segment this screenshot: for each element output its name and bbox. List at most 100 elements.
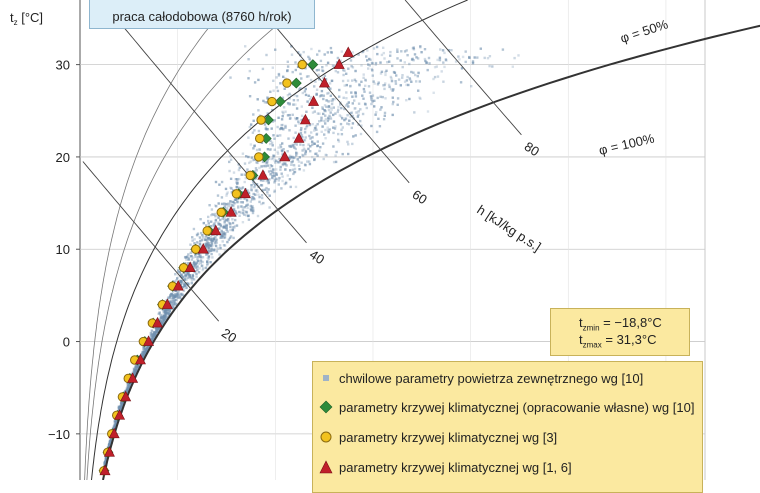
scatter-point	[345, 97, 348, 100]
diamond-marker	[274, 96, 286, 107]
scatter-point	[317, 73, 320, 76]
scatter-point	[340, 106, 343, 110]
scatter-point	[304, 164, 307, 167]
scatter-point	[389, 87, 393, 91]
scatter-point	[432, 77, 435, 81]
scatter-point	[304, 127, 307, 131]
scatter-point	[210, 252, 213, 256]
scatter-point	[275, 173, 278, 176]
scatter-point	[352, 135, 355, 138]
scatter-point	[412, 46, 415, 49]
scatter-point	[252, 147, 255, 150]
scatter-point	[126, 385, 130, 388]
enthalpy-axis-label: h [kJ/kg p.s.]	[474, 202, 543, 254]
scatter-point	[286, 102, 290, 105]
scatter-point	[163, 310, 166, 314]
scatter-point	[360, 64, 363, 67]
scatter-point	[168, 300, 171, 303]
scatter-point	[291, 156, 294, 159]
scatter-point	[187, 262, 190, 265]
scatter-point	[294, 147, 297, 151]
scatter-point	[266, 128, 269, 131]
scatter-point	[436, 75, 440, 78]
scatter-point	[156, 330, 160, 334]
scatter-point	[205, 224, 208, 227]
scatter-point	[194, 262, 197, 266]
scatter-point	[248, 95, 252, 98]
scatter-point	[201, 260, 204, 264]
scatter-point	[316, 144, 319, 148]
scatter-point	[461, 55, 465, 59]
scatter-point	[193, 242, 196, 245]
scatter-point	[419, 45, 422, 48]
scatter-point	[326, 61, 330, 64]
scatter-point	[196, 257, 199, 261]
scatter-point	[349, 85, 352, 88]
scatter-point	[276, 152, 280, 155]
scatter-point	[178, 271, 181, 274]
scatter-point	[340, 50, 343, 53]
scatter-point	[408, 62, 411, 66]
scatter-point	[444, 58, 448, 61]
scatter-point	[172, 295, 175, 298]
scatter-point	[166, 310, 169, 313]
scatter-point	[229, 154, 232, 158]
scatter-point	[269, 139, 272, 142]
tzmax-line: tzmax = 31,3°C	[579, 332, 656, 350]
scatter-point	[252, 192, 255, 196]
scatter-point	[351, 66, 355, 69]
scatter-point	[273, 190, 276, 194]
scatter-point	[197, 256, 200, 259]
scatter-point	[181, 285, 184, 289]
scatter-point	[233, 224, 237, 228]
scatter-point	[322, 112, 325, 116]
scatter-point	[169, 296, 172, 299]
scatter-point	[257, 129, 261, 133]
scatter-point	[133, 368, 136, 371]
scatter-point	[353, 99, 356, 102]
scatter-point	[150, 329, 154, 332]
scatter-point	[310, 47, 313, 51]
scatter-point	[225, 194, 228, 197]
info-box: praca całodobowa (8760 h/rok)	[89, 0, 315, 29]
scatter-point	[289, 145, 292, 148]
scatter-point	[251, 131, 255, 134]
scatter-point	[501, 48, 505, 51]
scatter-point	[375, 130, 379, 134]
scatter-point	[260, 165, 263, 168]
scatter-point	[211, 239, 214, 242]
scatter-point	[192, 278, 196, 281]
scatter-point	[294, 61, 297, 64]
scatter-point	[272, 156, 275, 160]
scatter-point	[252, 209, 255, 212]
scatter-point	[412, 71, 415, 74]
scatter-point	[221, 217, 225, 221]
scatter-point	[223, 220, 226, 224]
scatter-point	[347, 105, 350, 108]
scatter-point	[324, 78, 328, 81]
scatter-point	[407, 83, 410, 87]
scatter-point	[229, 228, 232, 232]
scatter-point	[400, 50, 403, 53]
scatter-point	[174, 303, 177, 306]
scatter-point	[281, 179, 284, 183]
scatter-point	[133, 372, 136, 376]
scatter-point	[314, 80, 317, 83]
scatter-point	[185, 286, 188, 290]
scatter-point	[315, 88, 319, 91]
scatter-point	[245, 210, 248, 214]
scatter-point	[439, 48, 442, 51]
scatter-point	[266, 148, 270, 151]
scatter-point	[211, 256, 214, 259]
scatter-point	[517, 54, 520, 57]
scatter-point	[162, 310, 165, 313]
scatter-point	[483, 56, 486, 60]
scatter-point	[391, 89, 394, 92]
scatter-point	[188, 274, 191, 277]
scatter-point	[183, 278, 187, 281]
scatter-point	[268, 178, 271, 181]
scatter-point	[163, 309, 167, 313]
scatter-point	[245, 214, 248, 217]
scatter-point	[299, 53, 302, 56]
scatter-point	[426, 68, 429, 72]
